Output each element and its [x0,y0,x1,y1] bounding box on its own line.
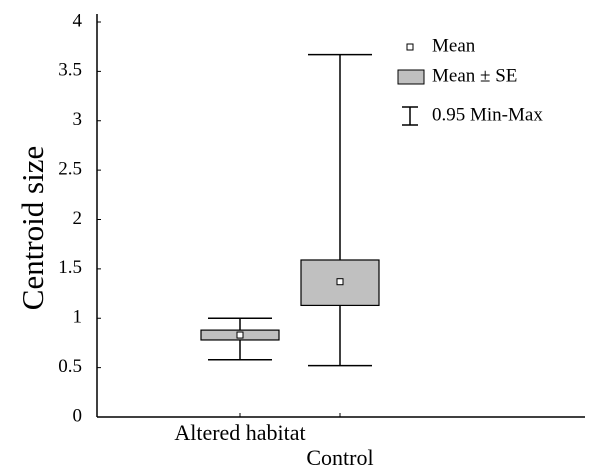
legend-label: Mean [432,35,476,56]
y-axis-title: Centroid size [15,146,50,310]
x-tick-label: Altered habitat [174,420,305,445]
y-tick-label: 0 [73,405,83,426]
se-box [300,259,380,307]
x-tick-label: Control [306,445,373,470]
y-tick-label: 1 [73,307,83,328]
y-tick-label: 2.5 [58,158,82,179]
y-tick-label: 1.5 [58,257,82,278]
legend-box-icon [397,69,425,85]
legend-label: Mean ± SE [432,65,517,86]
mean-marker [236,331,244,339]
y-tick-label: 0.5 [58,356,82,377]
legend-mean-icon [406,43,414,51]
y-tick-label: 4 [73,10,83,31]
y-tick-label: 3.5 [58,60,82,81]
mean-marker [336,278,344,286]
y-tick-label: 2 [73,208,83,229]
y-tick-label: 3 [73,109,83,130]
legend-label: 0.95 Min-Max [432,104,543,125]
